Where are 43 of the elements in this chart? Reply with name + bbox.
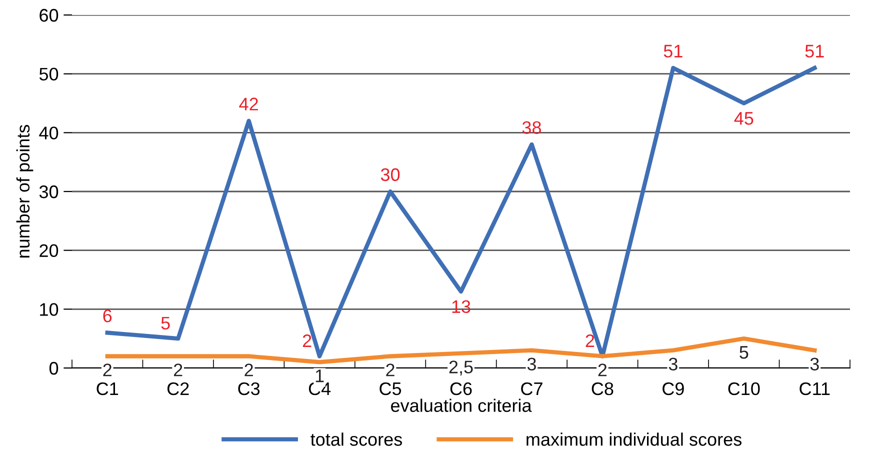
data-label: 38 xyxy=(522,121,541,134)
y-tick-label: 30 xyxy=(39,185,58,198)
x-tick-label: C3 xyxy=(238,382,260,396)
x-tick-label: C7 xyxy=(521,382,542,396)
line-series xyxy=(105,66,817,358)
x-tick-label: C1 xyxy=(96,382,118,396)
x-tick-label: C11 xyxy=(800,382,830,396)
data-label: 2,5 xyxy=(449,360,473,376)
data-label: 51 xyxy=(805,44,824,58)
x-tick-label: C2 xyxy=(167,382,189,396)
data-label: 3 xyxy=(810,358,819,370)
data-label: 2 xyxy=(302,334,312,348)
data-label: 30 xyxy=(380,168,400,182)
data-label: 2 xyxy=(103,364,112,376)
data-label: 1 xyxy=(316,370,324,382)
data-label: 45 xyxy=(734,112,754,125)
y-tick-label: 0 xyxy=(49,362,58,375)
data-label: 2 xyxy=(586,334,594,348)
x-axis-title: evaluation criteria xyxy=(391,398,532,412)
legend-label: total scores xyxy=(310,432,402,446)
data-label: 3 xyxy=(527,358,536,370)
y-axis-title: number of points xyxy=(16,124,34,258)
x-tick-label: C9 xyxy=(662,382,684,396)
x-tick-label: C10 xyxy=(728,382,760,396)
data-label: 5 xyxy=(161,316,170,330)
y-tick-label: 20 xyxy=(40,244,58,258)
legend-label: maximum individual scores xyxy=(526,432,742,446)
data-label: 5 xyxy=(740,346,748,359)
data-label: 42 xyxy=(239,98,258,110)
data-label: 6 xyxy=(103,309,112,322)
y-tick-label: 10 xyxy=(40,303,58,316)
data-label: 3 xyxy=(668,358,678,370)
data-label: 2 xyxy=(174,364,182,376)
x-tick-label: C6 xyxy=(450,382,472,396)
y-tick-label: 60 xyxy=(40,8,58,22)
data-label: 51 xyxy=(664,44,682,58)
data-label: 2 xyxy=(598,364,607,376)
data-label: 2 xyxy=(244,364,253,376)
data-label: 2 xyxy=(386,364,394,376)
x-tick-label: C5 xyxy=(380,382,402,396)
y-tick-label: 40 xyxy=(39,126,58,140)
x-tick-label: C8 xyxy=(592,382,614,396)
y-tick-label: 50 xyxy=(39,68,58,81)
